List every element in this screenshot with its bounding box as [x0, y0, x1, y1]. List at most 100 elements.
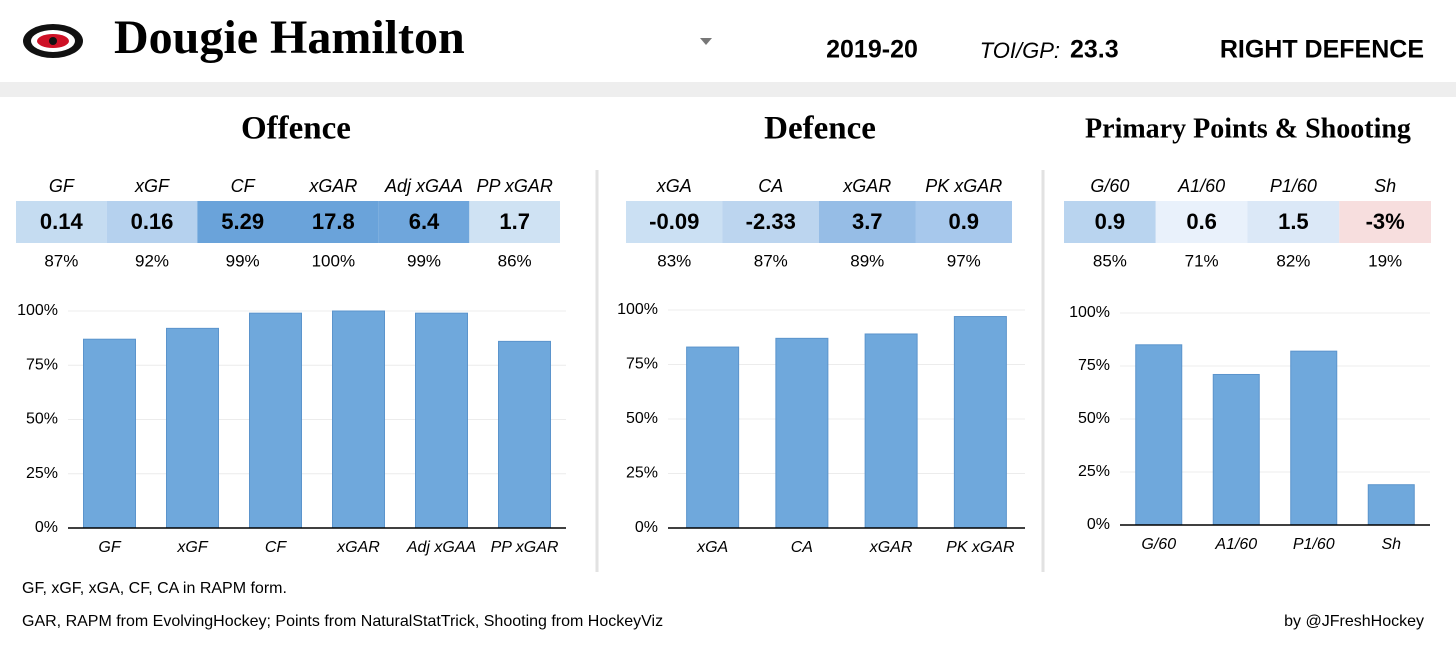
bar — [953, 316, 1007, 529]
x-tick-label: CA — [791, 539, 813, 556]
bar — [332, 310, 385, 529]
x-tick-label: CF — [265, 539, 288, 556]
stat-cell — [16, 201, 107, 243]
x-tick-label: PK xGAR — [946, 539, 1015, 556]
stat-value: 6.4 — [409, 209, 440, 234]
bar — [166, 327, 219, 529]
dropdown[interactable] — [700, 38, 712, 45]
x-tick-label: xGAR — [869, 539, 913, 556]
season: 2019-20 — [826, 36, 918, 64]
stat-header: P1/60 — [1270, 176, 1317, 196]
percentile-label: 83% — [657, 251, 691, 270]
position: RIGHT DEFENCE — [1220, 36, 1424, 64]
y-tick-label: 100% — [17, 302, 58, 319]
stat-header: A1/60 — [1177, 176, 1225, 196]
percentile-label: 89% — [850, 251, 884, 270]
y-tick-label: 0% — [635, 519, 658, 536]
percentile-label: 19% — [1368, 251, 1402, 270]
panel-title: Primary Points & Shooting — [1085, 113, 1411, 144]
footer-note: GAR, RAPM from EvolvingHockey; Points fr… — [22, 613, 663, 630]
x-tick-label: PP xGAR — [491, 539, 559, 556]
bar — [1135, 344, 1183, 526]
percentile-label: 97% — [947, 251, 981, 270]
credit: by @JFreshHockey — [1284, 613, 1424, 630]
stat-value: 5.29 — [221, 209, 264, 234]
stat-header: xGAR — [842, 176, 891, 196]
toi-label: TOI/GP: — [980, 38, 1060, 63]
y-tick-label: 25% — [626, 465, 658, 482]
stat-cell — [819, 201, 916, 243]
x-tick-label: Adj xGAA — [406, 539, 476, 556]
percentile-label: 99% — [226, 251, 260, 270]
y-tick-label: 75% — [1078, 357, 1110, 374]
stat-value: 1.5 — [1278, 209, 1309, 234]
stat-header: xGF — [134, 176, 170, 196]
stat-header: GF — [49, 176, 75, 196]
stat-value: 0.16 — [131, 209, 174, 234]
x-tick-label: A1/60 — [1214, 536, 1257, 553]
x-tick-label: xGF — [176, 539, 208, 556]
y-tick-label: 50% — [26, 411, 58, 428]
bar — [1367, 484, 1415, 526]
bar — [686, 346, 740, 529]
stat-value: 1.7 — [499, 209, 530, 234]
x-tick-label: P1/60 — [1293, 536, 1335, 553]
y-tick-label: 25% — [1078, 463, 1110, 480]
stat-header: Adj xGAA — [384, 176, 463, 196]
stat-cell — [106, 201, 198, 243]
bar — [775, 337, 829, 529]
stat-value: -2.33 — [746, 209, 796, 234]
stat-value: -3% — [1366, 209, 1405, 234]
y-tick-label: 25% — [26, 465, 58, 482]
player-name: Dougie Hamilton — [114, 11, 465, 64]
percentile-label: 99% — [407, 251, 441, 270]
stat-header: PK xGAR — [925, 176, 1002, 196]
panel-title: Defence — [764, 111, 876, 147]
stat-header: xGAR — [308, 176, 357, 196]
y-tick-label: 75% — [626, 356, 658, 373]
stat-cell — [288, 201, 379, 243]
stat-cell — [626, 201, 723, 243]
stat-cell — [1339, 201, 1431, 243]
stat-cell — [469, 201, 560, 243]
stat-value: 3.7 — [852, 209, 883, 234]
stat-cell — [722, 201, 819, 243]
stat-value: 0.14 — [40, 209, 84, 234]
stat-cell — [197, 201, 288, 243]
bar — [415, 312, 468, 529]
x-tick-label: GF — [98, 539, 121, 556]
stat-value: 0.6 — [1186, 209, 1217, 234]
panel-title: Offence — [241, 111, 351, 147]
stat-cell — [378, 201, 470, 243]
bar — [249, 312, 302, 529]
stat-value: -0.09 — [649, 209, 699, 234]
percentile-label: 100% — [312, 251, 355, 270]
percentile-label: 86% — [498, 251, 532, 270]
percentile-label: 87% — [754, 251, 788, 270]
stat-header: PP xGAR — [476, 176, 552, 196]
stat-cell — [1247, 201, 1340, 243]
bar — [498, 340, 551, 529]
percentile-label: 87% — [44, 251, 78, 270]
footer-note: GF, xGF, xGA, CF, CA in RAPM form. — [22, 580, 287, 597]
y-tick-label: 0% — [1087, 516, 1110, 533]
stat-header: CA — [758, 176, 783, 196]
x-tick-label: G/60 — [1141, 536, 1176, 553]
bar — [1212, 373, 1260, 526]
stat-cell — [915, 201, 1012, 243]
stat-value: 17.8 — [312, 209, 355, 234]
percentile-label: 85% — [1093, 251, 1127, 270]
percentile-label: 82% — [1276, 251, 1310, 270]
stat-cell — [1064, 201, 1156, 243]
stat-header: CF — [231, 176, 256, 196]
team-logo — [23, 24, 83, 58]
bar — [864, 333, 918, 529]
bar — [1290, 350, 1338, 526]
x-tick-label: xGA — [696, 539, 728, 556]
y-tick-label: 50% — [626, 410, 658, 427]
stat-value: 0.9 — [948, 209, 979, 234]
y-tick-label: 75% — [26, 356, 58, 373]
x-tick-label: Sh — [1381, 536, 1401, 553]
y-tick-label: 0% — [35, 519, 58, 536]
